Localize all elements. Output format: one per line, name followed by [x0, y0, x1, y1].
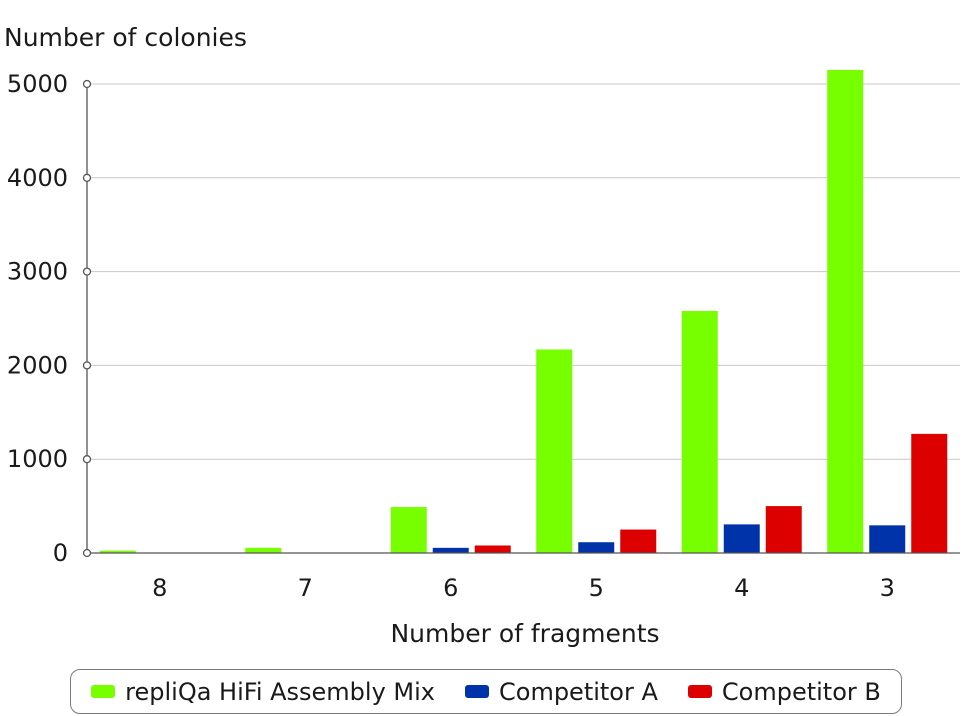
legend-swatch-series-1 [465, 685, 489, 698]
bar-series-2-cat-4 [765, 506, 802, 553]
x-tick-label-8: 8 [152, 574, 167, 602]
y-tick-mark-3 [82, 267, 92, 276]
x-tick-label-4: 4 [734, 574, 749, 602]
bars [99, 69, 948, 554]
bar-series-2-cat-6 [474, 545, 511, 553]
x-axis-title: Number of fragments [390, 619, 659, 648]
bar-series-2-cat-5 [620, 529, 657, 553]
y-tick-mark-0 [82, 548, 92, 558]
legend-label-series-2: Competitor B [721, 677, 881, 706]
legend-swatch-series-2 [687, 685, 712, 698]
x-axis-ticks: 8 7 6 5 4 3 [152, 574, 895, 602]
bar-series-1-cat-4 [723, 524, 760, 553]
y-tick-label-1: 1000 [7, 445, 68, 473]
bar-series-1-cat-3 [869, 525, 906, 553]
legend-item-series-0: repliQa HiFi Assembly Mix [91, 678, 435, 706]
y-tick-label-2: 2000 [7, 351, 68, 379]
legend-item-series-2: Competitor B [687, 677, 881, 706]
legend-label-series-1: Competitor A [499, 677, 658, 706]
y-tick-label-4: 4000 [7, 164, 68, 192]
bar-series-1-cat-6 [432, 547, 469, 553]
y-axis-title: Number of colonies [4, 23, 247, 52]
bar-series-0-cat-3 [827, 69, 864, 554]
bar-series-0-cat-6 [390, 507, 427, 553]
legend: repliQa HiFi Assembly Mix Competitor A C… [70, 669, 902, 714]
bar-series-2-cat-3 [911, 433, 948, 553]
x-tick-label-7: 7 [298, 574, 313, 602]
x-tick-label-5: 5 [589, 574, 604, 602]
legend-label-series-0: repliQa HiFi Assembly Mix [125, 677, 435, 706]
bar-series-0-cat-5 [536, 349, 573, 553]
legend-swatch-series-0 [91, 685, 116, 698]
bar-chart: Number of colonies 0 1000 2000 3000 4000 5000… [4, 23, 960, 648]
x-tick-label-6: 6 [443, 574, 458, 602]
y-tick-label-3: 3000 [7, 258, 68, 286]
y-tick-mark-4 [82, 173, 92, 182]
y-axis-ticks: 0 1000 2000 3000 4000 5000 [7, 70, 92, 567]
y-tick-mark-5 [82, 79, 92, 89]
legend-item-series-1: Competitor A [465, 678, 658, 706]
bar-series-0-cat-7 [245, 547, 282, 553]
bar-series-0-cat-4 [681, 310, 718, 553]
bar-series-1-cat-5 [578, 542, 615, 553]
y-tick-mark-1 [82, 455, 92, 464]
y-tick-mark-2 [82, 361, 92, 370]
x-tick-label-3: 3 [880, 574, 895, 602]
gridlines [87, 83, 960, 460]
y-tick-label-5: 5000 [7, 70, 68, 98]
y-tick-label-0: 0 [53, 539, 68, 567]
bar-series-0-cat-8 [99, 550, 136, 553]
